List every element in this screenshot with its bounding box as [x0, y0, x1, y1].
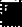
- Text: Deoxygenated: Deoxygenated: [16, 0, 22, 19]
- Text: 635 nm: 635 nm: [16, 9, 22, 27]
- Text: FIG. 1: FIG. 1: [0, 0, 22, 26]
- Text: Oxygenated and
Carboxygenated: Oxygenated and Carboxygenated: [13, 0, 22, 27]
